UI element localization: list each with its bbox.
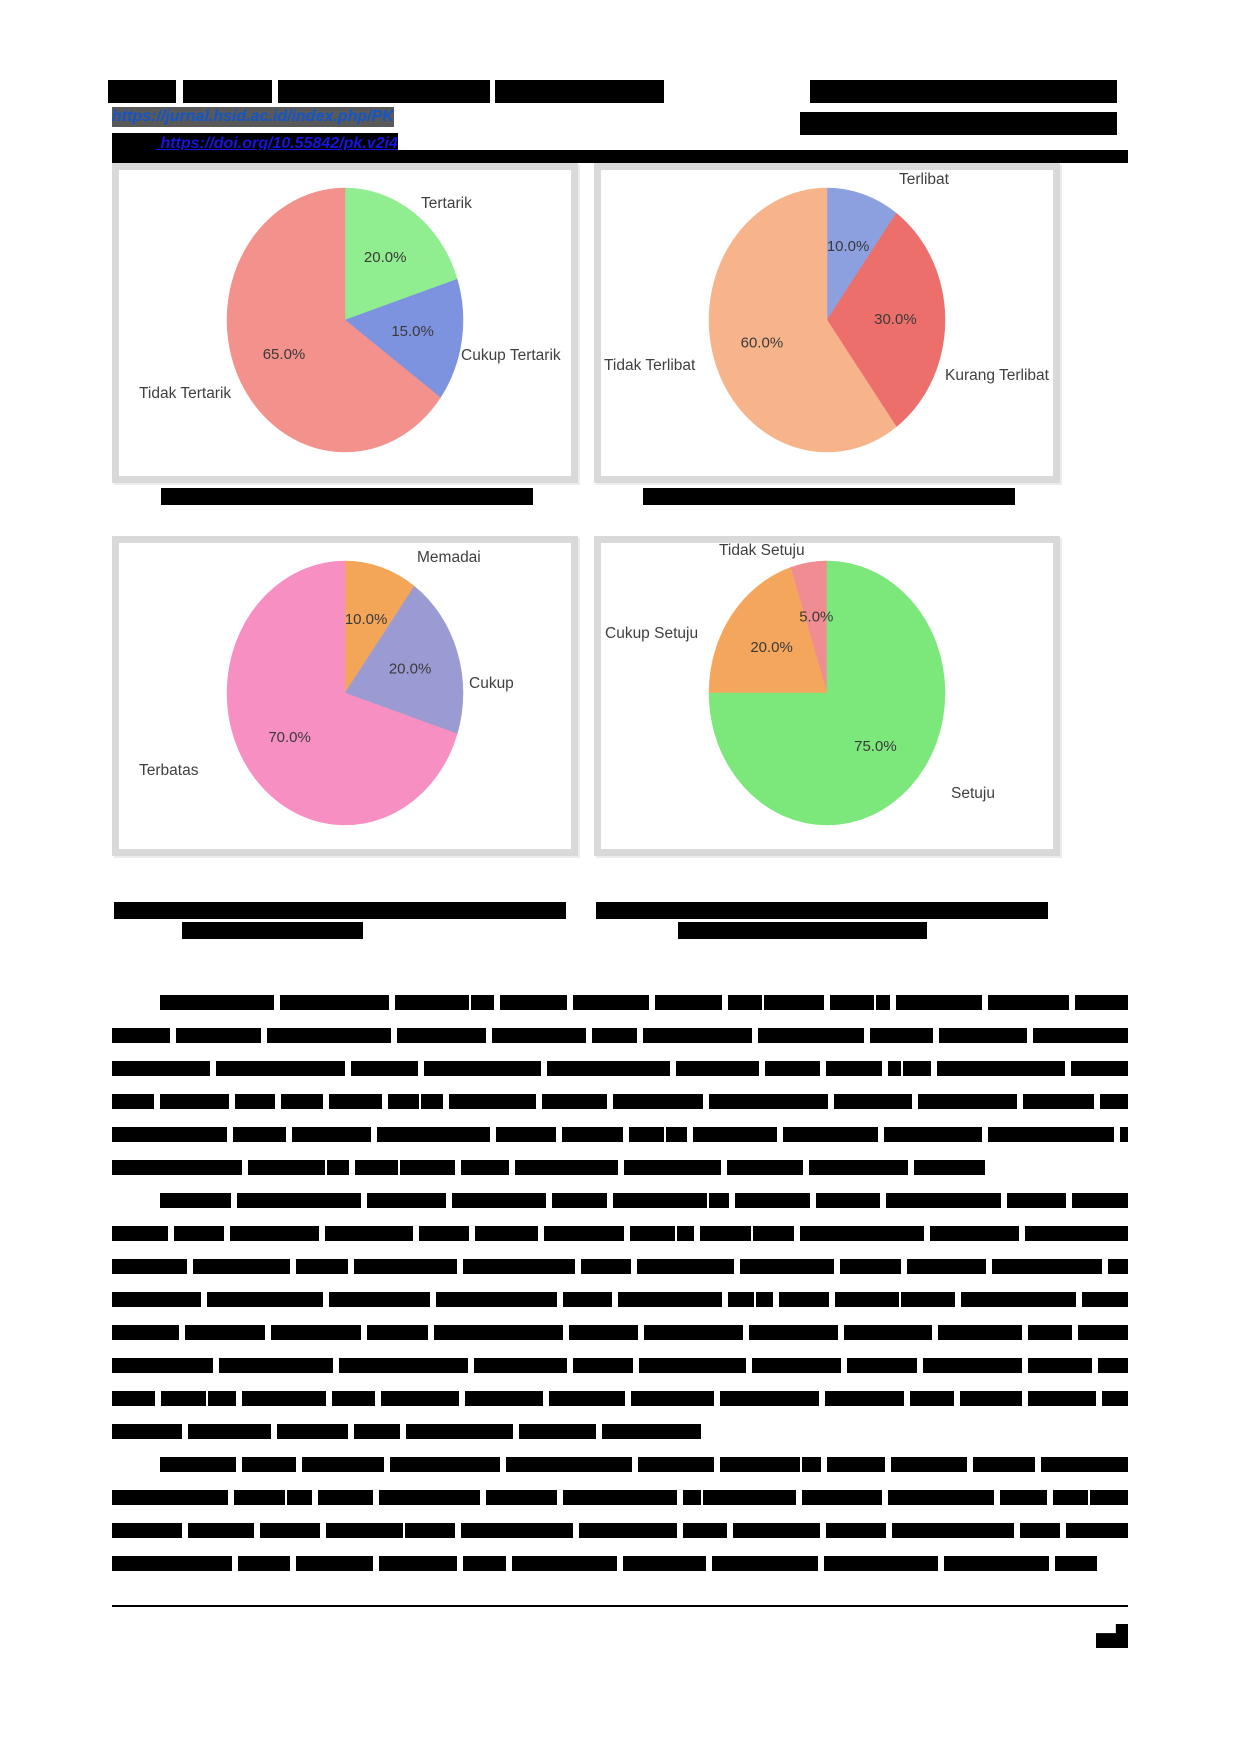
svg-text:60.0%: 60.0% (741, 335, 784, 352)
svg-text:5.0%: 5.0% (799, 608, 833, 625)
svg-text:20.0%: 20.0% (364, 249, 407, 266)
svg-text:Tertarik: Tertarik (421, 195, 472, 212)
svg-text:20.0%: 20.0% (750, 639, 793, 656)
svg-text:Setuju: Setuju (951, 785, 995, 802)
svg-text:15.0%: 15.0% (391, 323, 434, 340)
svg-text:Kurang Terlibat: Kurang Terlibat (945, 367, 1050, 384)
svg-text:30.0%: 30.0% (874, 311, 917, 328)
svg-text:Cukup Setuju: Cukup Setuju (605, 625, 698, 642)
svg-text:20.0%: 20.0% (389, 660, 432, 677)
svg-text:Memadai: Memadai (417, 549, 481, 566)
svg-text:Tidak Setuju: Tidak Setuju (719, 542, 805, 559)
svg-text:Tidak Terlibat: Tidak Terlibat (604, 357, 696, 374)
svg-text:10.0%: 10.0% (827, 238, 870, 255)
svg-text:10.0%: 10.0% (345, 611, 388, 628)
svg-text:Cukup: Cukup (469, 675, 514, 692)
svg-text:Tidak Tertarik: Tidak Tertarik (139, 385, 231, 402)
svg-text:75.0%: 75.0% (854, 738, 897, 755)
svg-text:Terlibat: Terlibat (899, 171, 950, 188)
svg-text:Cukup Tertarik: Cukup Tertarik (461, 347, 561, 364)
svg-text:65.0%: 65.0% (263, 346, 306, 363)
svg-text:Terbatas: Terbatas (139, 762, 199, 779)
svg-text:70.0%: 70.0% (268, 729, 311, 746)
